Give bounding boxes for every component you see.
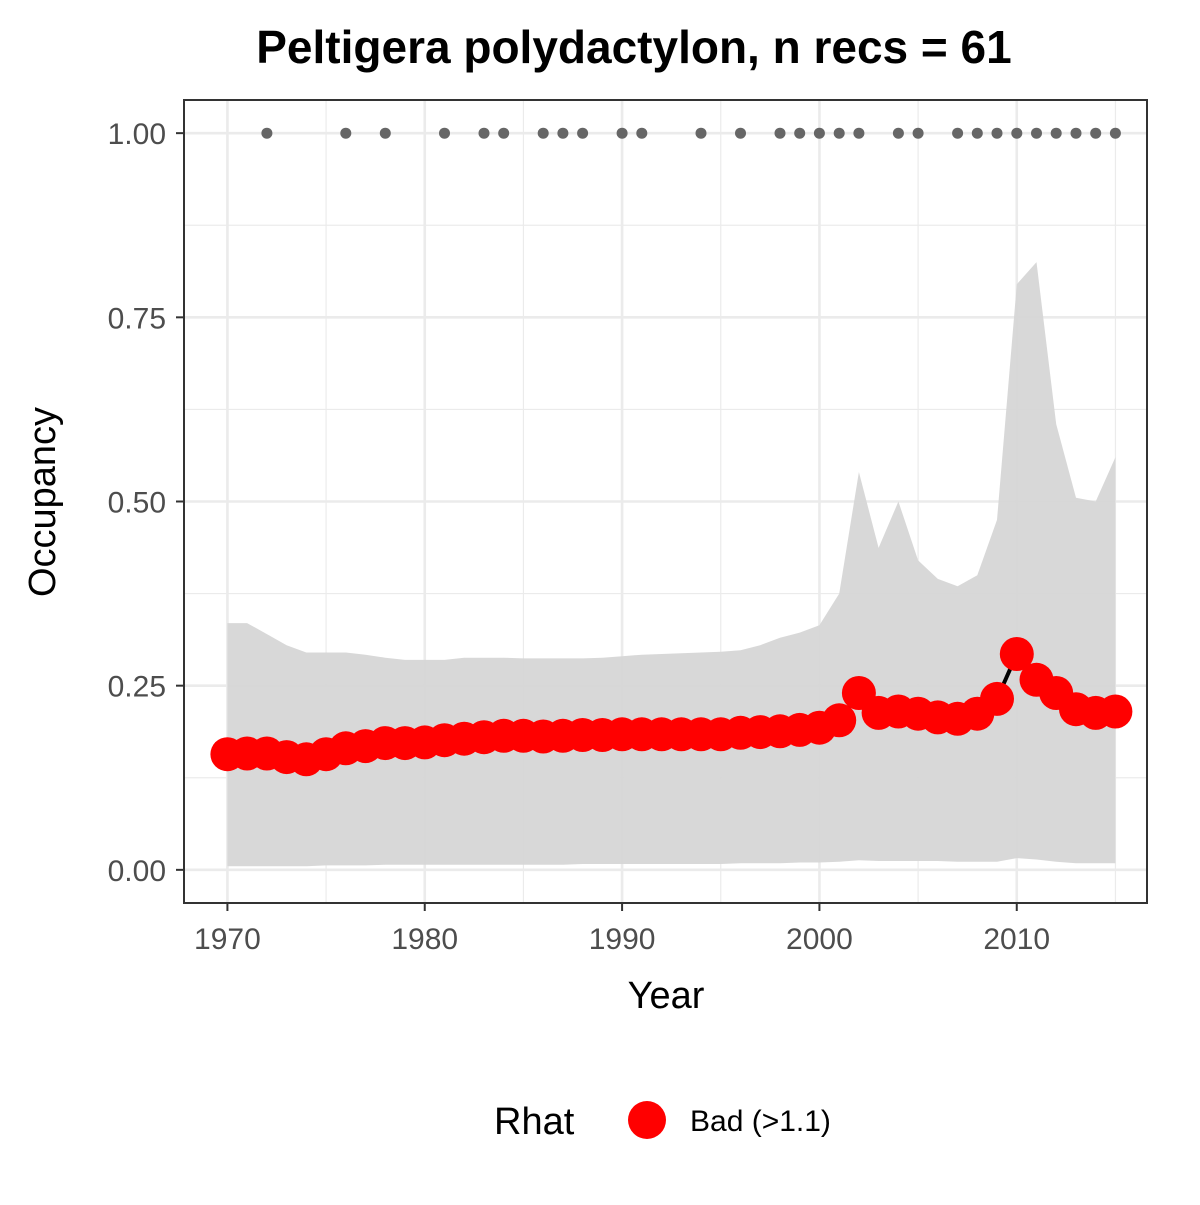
record-point [952, 127, 964, 139]
occupancy-points-layer [210, 637, 1133, 777]
y-axis: 0.00 0.25 0.50 0.75 1.00 [108, 118, 184, 888]
y-tick-label: 1.00 [108, 118, 166, 151]
legend-title: Rhat [494, 1101, 575, 1143]
record-point [636, 127, 648, 139]
record-point [1031, 127, 1042, 139]
record-point [1011, 127, 1023, 139]
record-point [498, 127, 510, 139]
record-point [379, 127, 391, 139]
record-point [478, 127, 490, 139]
record-point [794, 127, 806, 139]
record-point [892, 127, 904, 139]
y-tick-label: 0.50 [108, 487, 166, 520]
y-tick-label: 0.75 [108, 302, 166, 335]
record-point [813, 127, 825, 139]
x-axis: 1970 1980 1990 2000 2010 [194, 903, 1050, 956]
record-point [261, 127, 273, 139]
occupancy-point [980, 681, 1014, 716]
record-point [735, 127, 746, 139]
legend: Rhat Bad (>1.1) [494, 1101, 831, 1143]
record-point [1050, 127, 1062, 139]
chart-title: Peltigera polydactylon, n recs = 61 [256, 21, 1011, 73]
record-point [616, 127, 628, 139]
record-point [577, 127, 589, 139]
x-tick-label: 1980 [391, 923, 458, 956]
record-point [971, 127, 983, 139]
record-point [912, 127, 924, 139]
record-point [340, 127, 352, 139]
x-axis-title: Year [628, 975, 705, 1017]
record-point [557, 127, 569, 139]
record-point [774, 127, 786, 139]
occupancy-point [999, 637, 1034, 671]
y-tick-label: 0.00 [108, 855, 166, 888]
confidence-ribbon-layer [227, 262, 1116, 867]
x-tick-label: 1970 [194, 923, 261, 956]
records-layer [261, 127, 1121, 139]
record-point [1109, 127, 1121, 139]
legend-key-bad [628, 1101, 666, 1139]
record-point [439, 127, 450, 139]
x-tick-label: 1990 [589, 923, 656, 956]
y-tick-label: 0.25 [108, 671, 166, 704]
x-tick-label: 2000 [786, 923, 853, 956]
y-axis-title: Occupancy [22, 407, 64, 597]
record-point [537, 127, 549, 139]
confidence-ribbon [227, 262, 1116, 867]
record-point [853, 127, 865, 139]
record-point [1090, 127, 1102, 139]
record-point [833, 127, 845, 139]
record-point [695, 127, 707, 139]
x-tick-label: 2010 [983, 923, 1050, 956]
legend-label-bad: Bad (>1.1) [690, 1105, 831, 1138]
occupancy-point [822, 703, 857, 738]
record-point [1070, 127, 1082, 139]
record-point [991, 127, 1003, 139]
occupancy-point [1098, 694, 1133, 729]
